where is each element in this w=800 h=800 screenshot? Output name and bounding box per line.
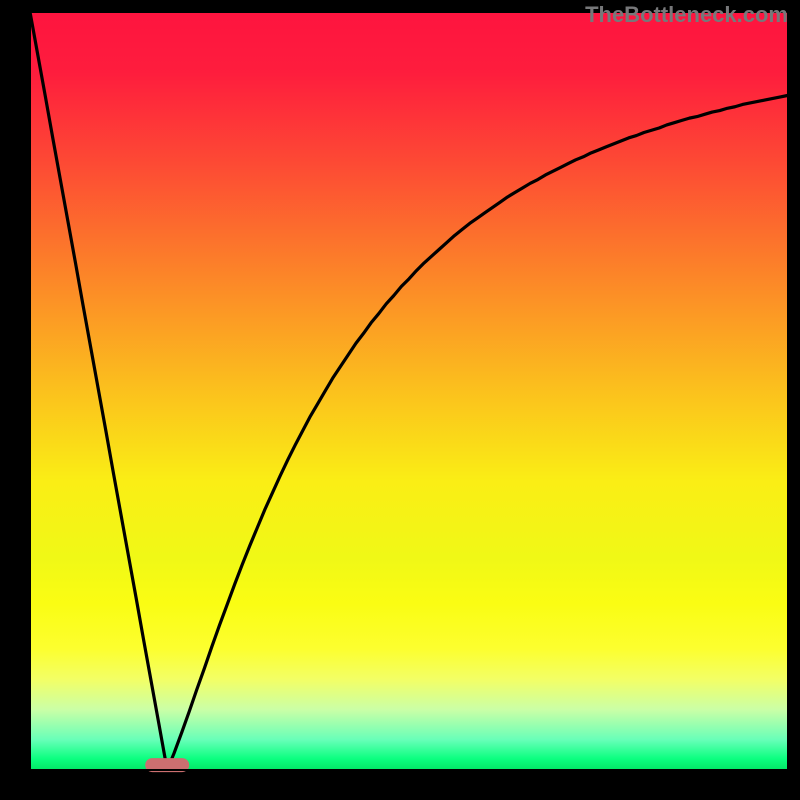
plot-background bbox=[30, 12, 788, 770]
bottleneck-chart: TheBottleneck.com bbox=[0, 0, 800, 800]
watermark-text: TheBottleneck.com bbox=[585, 2, 788, 28]
chart-svg bbox=[0, 0, 800, 800]
